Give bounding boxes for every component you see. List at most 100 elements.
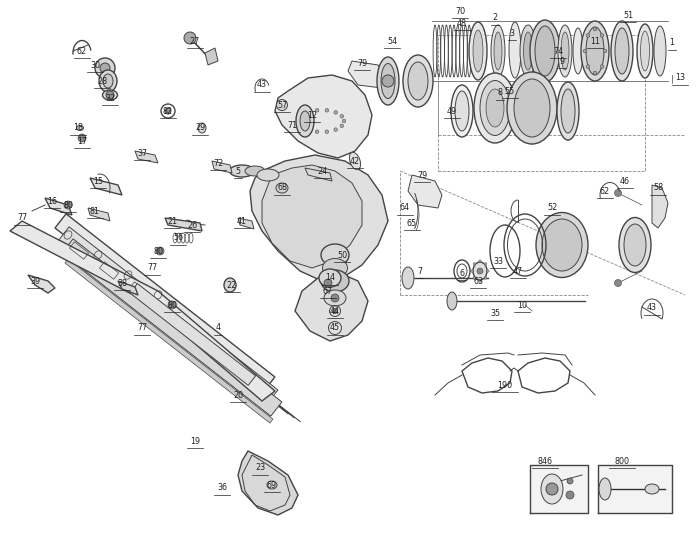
Circle shape [78,134,86,142]
Text: 846: 846 [538,456,552,465]
Text: 56: 56 [173,233,183,243]
Text: 29: 29 [195,124,205,133]
Ellipse shape [102,90,118,100]
Polygon shape [55,214,275,391]
Text: 18: 18 [73,124,83,133]
Circle shape [168,301,176,309]
Text: 2: 2 [492,13,498,22]
Text: 35: 35 [490,309,500,318]
Circle shape [315,109,319,112]
Ellipse shape [381,63,395,99]
Ellipse shape [581,21,609,81]
Text: 33: 33 [493,256,503,265]
Text: 43: 43 [647,303,657,312]
Ellipse shape [198,123,206,133]
Text: 46: 46 [620,176,630,185]
Text: 14: 14 [325,273,335,282]
Polygon shape [88,208,110,221]
Circle shape [100,63,110,73]
Ellipse shape [319,269,341,287]
Circle shape [601,34,604,37]
Text: 49: 49 [447,107,457,116]
Ellipse shape [615,28,629,74]
Ellipse shape [267,481,277,489]
Polygon shape [295,271,368,341]
Text: 51: 51 [623,11,633,20]
Circle shape [324,279,332,287]
Circle shape [593,27,597,31]
Text: 79: 79 [417,171,427,180]
Circle shape [298,119,302,123]
Ellipse shape [377,57,399,105]
Ellipse shape [530,20,560,82]
Text: 23: 23 [255,464,265,472]
Text: 20: 20 [233,391,243,400]
Text: 58: 58 [653,183,663,192]
Polygon shape [28,275,55,293]
Ellipse shape [230,165,255,177]
Text: 17: 17 [77,136,87,146]
Circle shape [601,64,604,68]
Text: 77: 77 [137,324,147,333]
Text: 81: 81 [90,206,100,215]
Polygon shape [45,198,72,215]
Text: 79: 79 [357,59,367,68]
Ellipse shape [624,224,646,266]
Circle shape [479,260,481,262]
Text: 62: 62 [600,187,610,196]
Ellipse shape [561,89,575,133]
Text: 69: 69 [267,481,277,489]
Circle shape [325,130,328,134]
Ellipse shape [586,27,604,75]
Text: 38: 38 [117,279,127,287]
Circle shape [106,91,114,99]
Text: 72: 72 [213,158,223,167]
Ellipse shape [541,474,563,504]
Text: 65: 65 [407,219,417,228]
Text: 12: 12 [307,110,317,119]
Circle shape [165,108,171,114]
Circle shape [342,119,346,123]
Text: 74: 74 [553,46,563,55]
Circle shape [615,190,622,197]
Text: 3: 3 [510,28,514,37]
Text: 19: 19 [190,437,200,446]
Text: 68: 68 [277,183,287,192]
Circle shape [473,263,475,265]
Polygon shape [652,185,668,228]
Text: 42: 42 [350,157,360,166]
Ellipse shape [76,125,83,131]
Ellipse shape [408,62,428,100]
Text: 26: 26 [187,221,197,230]
Text: 62: 62 [77,46,87,55]
Text: 15: 15 [93,176,103,185]
Circle shape [546,483,558,495]
Text: 7: 7 [417,266,423,276]
Ellipse shape [480,80,510,135]
Text: 41: 41 [237,216,247,225]
Ellipse shape [324,290,346,306]
Circle shape [615,279,622,287]
Text: 43: 43 [257,80,267,90]
Ellipse shape [557,82,579,140]
Circle shape [479,280,481,282]
Circle shape [95,58,115,78]
Ellipse shape [296,105,314,137]
Polygon shape [135,151,158,163]
Circle shape [307,110,310,114]
Text: 71: 71 [287,120,297,130]
Circle shape [307,128,310,132]
Text: 82: 82 [163,107,173,116]
Text: 67: 67 [323,287,333,295]
Text: 6: 6 [459,269,465,278]
Ellipse shape [323,259,347,278]
Polygon shape [530,465,588,513]
Text: 190: 190 [498,381,512,390]
Circle shape [586,64,589,68]
Text: 50: 50 [337,251,347,260]
Ellipse shape [536,213,588,278]
Text: 77: 77 [17,214,27,222]
Text: 47: 47 [513,266,523,276]
Ellipse shape [619,217,651,272]
Polygon shape [598,465,672,513]
